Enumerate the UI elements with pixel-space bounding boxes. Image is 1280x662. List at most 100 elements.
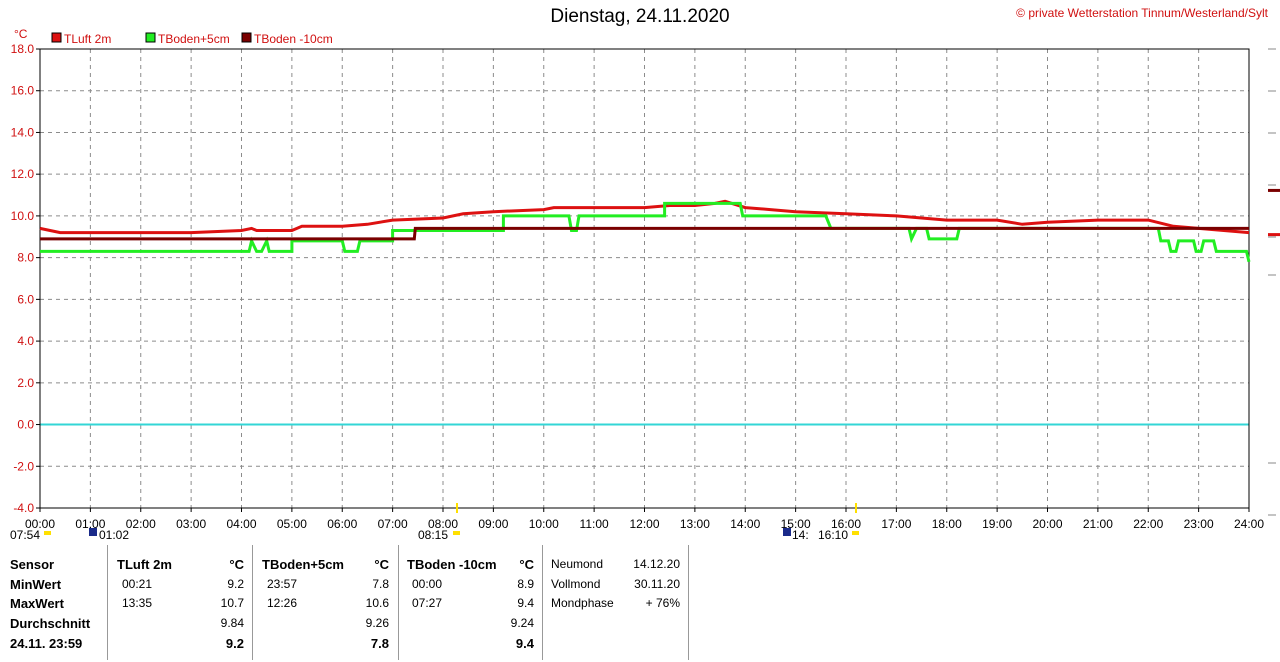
min-value: 7.8 xyxy=(372,577,389,591)
y-tick-label: 0.0 xyxy=(17,418,34,432)
x-tick-label: 22:00 xyxy=(1133,517,1163,531)
moon-value: 14.12.20 xyxy=(633,557,680,571)
copyright-text: © private Wetterstation Tinnum/Westerlan… xyxy=(1016,6,1268,20)
chart-title: Dienstag, 24.11.2020 xyxy=(550,6,730,27)
unit-label: °C xyxy=(229,557,244,572)
y-unit-label: °C xyxy=(14,27,28,41)
y-tick-label: 8.0 xyxy=(17,251,34,265)
x-tick-label: 21:00 xyxy=(1083,517,1113,531)
x-tick-label: 03:00 xyxy=(176,517,206,531)
y-tick-label: 6.0 xyxy=(17,292,34,306)
max-value: 10.6 xyxy=(365,596,389,610)
moonrise-icon xyxy=(783,528,791,536)
max-value: 9.4 xyxy=(517,596,534,610)
current-value: 9.2 xyxy=(225,636,244,651)
min-time: 00:21 xyxy=(122,577,153,591)
avg-value: 9.24 xyxy=(510,616,534,630)
stats-table: Sensor MinWert MaxWert Durchschnitt 24.1… xyxy=(0,543,1280,662)
moon-value: 30.11.20 xyxy=(634,577,680,591)
min-value: 8.9 xyxy=(517,577,534,591)
sunrise-marker xyxy=(44,531,51,535)
legend-label: TBoden -10cm xyxy=(254,32,333,46)
x-tick-label: 17:00 xyxy=(881,517,911,531)
y-tick-label: 4.0 xyxy=(17,334,34,348)
x-tick-label: 08:00 xyxy=(428,517,458,531)
x-tick-label: 12:00 xyxy=(629,517,659,531)
row-label-current: 24.11. 23:59 xyxy=(10,636,83,651)
x-tick-label: 24:00 xyxy=(1234,517,1264,531)
moonset-label: 01:02 xyxy=(99,528,129,542)
x-tick-label: 20:00 xyxy=(1032,517,1062,531)
y-tick-label: 2.0 xyxy=(17,376,34,390)
daylight-marker xyxy=(453,531,460,535)
plot-area xyxy=(40,49,1249,508)
x-tick-label: 09:00 xyxy=(478,517,508,531)
row-label-sensor: Sensor xyxy=(10,557,55,572)
current-value: 7.8 xyxy=(370,636,389,651)
x-tick-label: 16:00 xyxy=(831,517,861,531)
max-time: 13:35 xyxy=(122,596,153,610)
daylight-label: 08:15 xyxy=(418,528,448,542)
sensor-name: TLuft 2m xyxy=(117,557,172,572)
series-line-1 xyxy=(40,201,1251,263)
series-line-0 xyxy=(39,199,1250,235)
legend-label: TLuft 2m xyxy=(64,32,111,46)
x-tick-label: 01:00 xyxy=(75,517,105,531)
y-tick-label: 14.0 xyxy=(11,125,35,139)
unit-label: °C xyxy=(374,557,389,572)
row-label-min: MinWert xyxy=(10,577,62,592)
x-tick-label: 23:00 xyxy=(1184,517,1214,531)
current-value: 9.4 xyxy=(515,636,534,651)
row-label-avg: Durchschnitt xyxy=(10,616,91,631)
sunset-marker xyxy=(852,531,859,535)
temperature-chart: 18.0 16.0 14.0 12.0 10.0 8.0 6.0 4.0 2.0 0.0 -2.0 -… xyxy=(10,27,1280,542)
row-label-max: MaxWert xyxy=(10,596,64,611)
y-tick-label: 16.0 xyxy=(11,84,35,98)
x-tick-label: 19:00 xyxy=(982,517,1012,531)
x-tick-label: 13:00 xyxy=(680,517,710,531)
table-divider xyxy=(398,545,399,660)
y-tick-label: 18.0 xyxy=(11,42,35,56)
min-time: 00:00 xyxy=(412,577,443,591)
legend-swatch xyxy=(51,32,62,43)
max-time: 07:27 xyxy=(412,596,443,610)
x-tick-label: 02:00 xyxy=(126,517,156,531)
min-time: 23:57 xyxy=(267,577,298,591)
legend-swatch xyxy=(145,32,156,43)
sunset-label: 16:10 xyxy=(818,528,848,542)
min-value: 9.2 xyxy=(227,577,244,591)
avg-value: 9.26 xyxy=(365,616,389,630)
x-tick-label: 15:00 xyxy=(781,517,811,531)
unit-label: °C xyxy=(519,557,534,572)
sensor-name: TBoden -10cm xyxy=(407,557,497,572)
moon-label: Neumond xyxy=(551,557,604,571)
y-tick-label: 12.0 xyxy=(11,167,35,181)
x-tick-label: 06:00 xyxy=(327,517,357,531)
moonrise-label: 14: xyxy=(792,528,809,542)
x-tick-label: 18:00 xyxy=(932,517,962,531)
x-tick-label: 11:00 xyxy=(580,517,609,531)
table-divider xyxy=(688,545,689,660)
y-tick-label: -4.0 xyxy=(13,501,34,515)
x-tick-label: 07:00 xyxy=(378,517,408,531)
table-divider xyxy=(542,545,543,660)
max-value: 10.7 xyxy=(220,596,244,610)
max-time: 12:26 xyxy=(267,596,298,610)
legend-label: TBoden+5cm xyxy=(158,32,230,46)
table-divider xyxy=(107,545,108,660)
y-tick-label: 10.0 xyxy=(11,209,35,223)
x-tick-label: 00:00 xyxy=(25,517,55,531)
sunrise-label: 07:54 xyxy=(10,528,40,542)
avg-value: 9.84 xyxy=(220,616,244,630)
y-tick-label: -2.0 xyxy=(13,459,34,473)
table-divider xyxy=(252,545,253,660)
x-tick-label: 14:00 xyxy=(730,517,760,531)
moon-label: Vollmond xyxy=(551,577,601,591)
moon-label: Mondphase xyxy=(551,596,614,610)
sensor-name: TBoden+5cm xyxy=(262,557,344,572)
series-line-2 xyxy=(40,226,1249,241)
moon-value: + 76% xyxy=(645,596,680,610)
x-tick-label: 05:00 xyxy=(277,517,307,531)
x-tick-label: 10:00 xyxy=(529,517,559,531)
moonset-icon xyxy=(89,528,97,536)
